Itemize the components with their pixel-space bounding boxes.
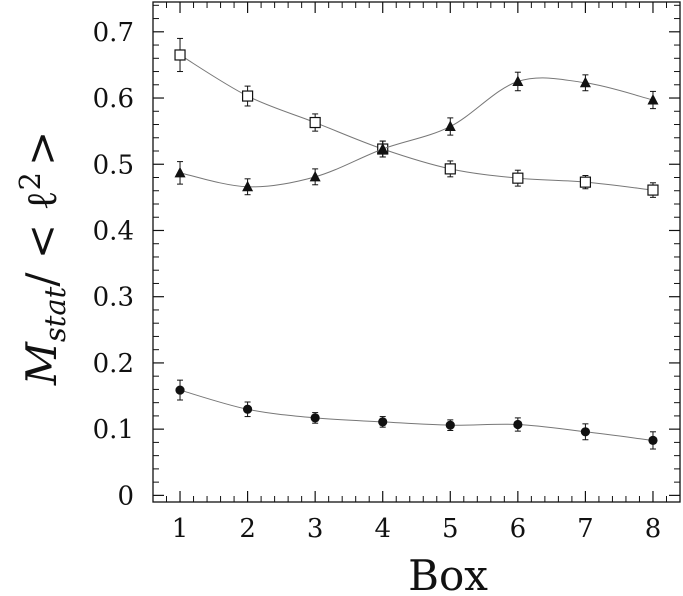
- data-point-circle: [513, 419, 523, 430]
- data-point-circle: [175, 385, 185, 395]
- data-point-square: [647, 184, 659, 196]
- y-tick-label: 0.4: [93, 216, 134, 246]
- y-tick-label: 0.6: [93, 84, 134, 114]
- y-axis-title: Mstat/ < ℓ2 >: [13, 131, 72, 386]
- x-tick-label: 6: [510, 514, 527, 544]
- x-tick-label: 4: [374, 514, 391, 544]
- data-point-triangle: [647, 94, 659, 105]
- series-open-square: [174, 37, 659, 198]
- data-point-square: [241, 90, 254, 102]
- y-axis-title-subscript: stat: [38, 286, 72, 342]
- y-tick-label: 0.7: [93, 18, 134, 48]
- data-point-square: [444, 163, 456, 175]
- data-point-triangle: [174, 166, 186, 178]
- data-point-circle: [580, 427, 591, 437]
- data-point-triangle: [444, 120, 456, 132]
- series-layer: [174, 37, 659, 450]
- data-point-triangle: [242, 180, 254, 192]
- data-point-circle: [378, 417, 388, 427]
- x-tick-label: 2: [239, 514, 256, 544]
- data-point-circle: [242, 404, 253, 414]
- x-tick-label: 1: [172, 514, 189, 544]
- series-line: [179, 54, 654, 191]
- data-point-circle: [445, 420, 455, 430]
- y-tick-label: 0.3: [93, 283, 134, 313]
- series-line: [179, 77, 654, 188]
- y-tick-label: 0.5: [93, 150, 134, 180]
- data-point-circle: [310, 413, 320, 423]
- data-point-square: [174, 49, 186, 61]
- svg-text:Mstat/ < ℓ2>: Mstat/ < ℓ2 >: [13, 131, 72, 386]
- data-point-square: [579, 176, 592, 188]
- y-axis-title-close: >: [17, 131, 66, 166]
- data-point-square: [512, 172, 524, 184]
- data-point-square: [309, 116, 321, 129]
- series-filled-triangle: [174, 71, 659, 196]
- y-tick-label: 0.1: [93, 415, 134, 445]
- data-point-triangle: [309, 170, 321, 182]
- y-axis-title-superscript: 2: [13, 172, 47, 190]
- x-tick-label: 3: [307, 514, 324, 544]
- y-tick-label: 0.2: [93, 349, 134, 379]
- axis-ticks: [153, 2, 680, 502]
- y-axis-title-rest: / < ℓ: [17, 190, 66, 286]
- data-point-circle: [648, 435, 658, 446]
- y-axis-title-main: M: [17, 341, 66, 386]
- x-tick-label: 5: [442, 514, 459, 544]
- data-point-triangle: [579, 76, 591, 88]
- data-point-triangle: [512, 75, 524, 86]
- x-axis-title: Box: [408, 551, 488, 596]
- tick-labels: 0 0.1 0.2 0.3 0.4 0.5 0.6 0.7 1 2 3 4 5 6 7 8: [93, 18, 662, 544]
- x-tick-label: 8: [645, 514, 662, 544]
- plot-frame: [152, 1, 681, 503]
- series-filled-circle: [175, 379, 658, 450]
- series-line: [179, 389, 654, 441]
- data-point-triangle: [377, 143, 389, 154]
- x-tick-label: 7: [577, 514, 594, 544]
- y-tick-label: 0: [117, 481, 134, 511]
